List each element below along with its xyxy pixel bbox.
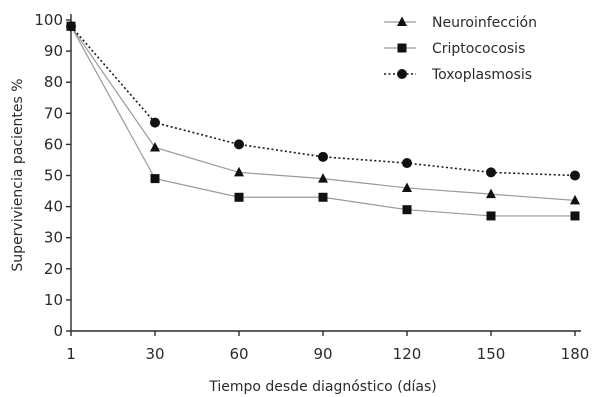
x-tick-label: 60	[229, 345, 248, 363]
data-point-triangle	[486, 188, 496, 199]
x-tick-label: 120	[393, 345, 422, 363]
y-tick-label: 50	[44, 167, 63, 185]
axes: 0 10 20 30 40 50 60 70 80 90 100 1 30 60 90 120 150 180	[34, 11, 589, 363]
data-point-triangle	[570, 194, 580, 205]
y-tick-label: 10	[44, 291, 63, 309]
data-point-square	[318, 192, 328, 202]
data-point-circle	[318, 151, 328, 162]
data-point-circle	[66, 21, 76, 32]
x-tick-label: 150	[477, 345, 506, 363]
x-tick-label: 180	[561, 345, 590, 363]
y-tick-label: 90	[44, 42, 63, 60]
x-axis-label: Tiempo desde diagnóstico (días)	[208, 379, 437, 395]
y-tick-label: 100	[34, 11, 63, 29]
data-point-circle	[570, 170, 580, 181]
data-point-circle	[150, 117, 160, 128]
y-tick-label: 60	[44, 135, 63, 153]
y-tick-label: 80	[44, 73, 63, 91]
data-point-triangle	[234, 166, 244, 177]
legend-label-square: Criptococosis	[432, 41, 525, 57]
y-tick-label: 20	[44, 260, 63, 278]
data-point-triangle	[150, 142, 160, 152]
data-point-square	[234, 192, 244, 202]
data-point-square	[486, 211, 496, 221]
legend-marker-square	[397, 43, 407, 53]
y-tick-label: 70	[44, 104, 63, 122]
x-tick-label: 1	[66, 345, 76, 363]
legend-marker-triangle	[397, 16, 407, 26]
data-point-circle	[234, 139, 244, 150]
x-tick-label: 90	[313, 345, 332, 363]
data-point-circle	[402, 158, 412, 169]
x-tick-label: 30	[145, 345, 164, 363]
legend: Neuroinfección Criptococosis Toxoplasmosis	[384, 15, 537, 83]
data-point-square	[570, 211, 580, 221]
y-axis-label: Superviviencia pacientes %	[10, 78, 26, 271]
y-tick-label: 0	[53, 322, 63, 340]
data-point-square	[150, 174, 160, 184]
data-point-triangle	[318, 173, 328, 183]
data-point-circle	[486, 167, 496, 178]
legend-marker-circle	[397, 69, 407, 79]
data-point-square	[402, 205, 412, 215]
legend-label-triangle: Neuroinfección	[432, 15, 537, 31]
legend-label-circle: Toxoplasmosis	[431, 67, 532, 83]
y-tick-label: 40	[44, 198, 63, 216]
y-tick-label: 30	[44, 229, 63, 247]
data-point-triangle	[402, 182, 412, 192]
series-markers	[66, 20, 580, 221]
